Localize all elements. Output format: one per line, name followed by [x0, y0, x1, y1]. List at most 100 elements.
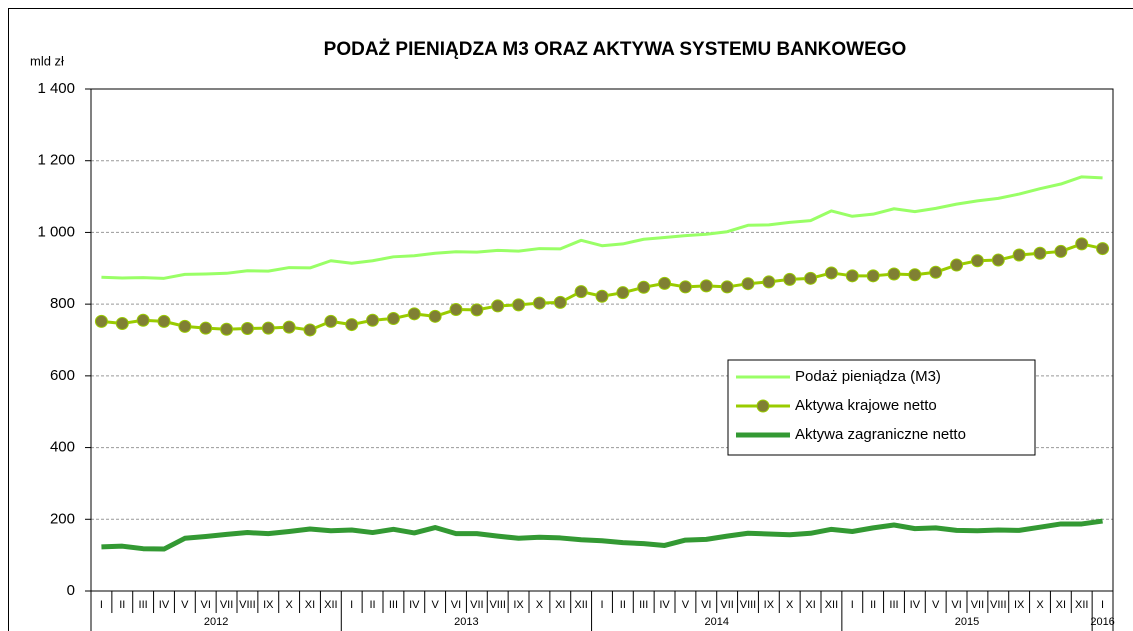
x-tick-label: VII: [470, 599, 483, 611]
x-tick-label: VI: [451, 599, 461, 611]
x-tick-label: IX: [1014, 599, 1025, 611]
series-line: [101, 175, 1103, 280]
series-marker: [366, 313, 380, 327]
series-marker: [991, 253, 1005, 267]
x-tick-label: V: [181, 599, 189, 611]
legend-label: Podaż pieniądza (M3): [795, 368, 941, 385]
x-tick-label: XII: [574, 599, 587, 611]
legend-label: Aktywa krajowe netto: [795, 397, 937, 414]
series-marker: [1012, 248, 1026, 262]
y-tick-label: 200: [50, 510, 75, 527]
x-tick-label: VIII: [239, 599, 256, 611]
series-marker: [762, 275, 776, 289]
chart-border: [8, 8, 1133, 631]
series-marker: [261, 321, 275, 335]
series-marker: [512, 298, 526, 312]
series-marker: [324, 314, 338, 328]
legend-label: Aktywa zagraniczne netto: [795, 426, 966, 443]
series-marker: [658, 276, 672, 290]
series-marker: [491, 299, 505, 313]
series-marker: [950, 258, 964, 272]
series-marker: [428, 309, 442, 323]
x-tick-label: III: [389, 599, 398, 611]
series-marker: [1075, 237, 1089, 251]
series-marker: [94, 314, 108, 328]
x-tick-label: IV: [409, 599, 420, 611]
x-tick-label: VII: [220, 599, 233, 611]
x-tick-label: VII: [720, 599, 733, 611]
x-tick-label: V: [932, 599, 940, 611]
x-tick-label: IV: [659, 599, 670, 611]
x-tick-label: X: [1036, 599, 1044, 611]
x-tick-label: IX: [764, 599, 775, 611]
series-marker: [908, 268, 922, 282]
series-marker: [178, 319, 192, 333]
y-tick-label: 1 400: [37, 80, 75, 97]
series-marker: [1054, 244, 1068, 258]
x-tick-label: XI: [305, 599, 315, 611]
chart-title: PODAŻ PIENIĄDZA M3 ORAZ AKTYWA SYSTEMU B…: [324, 39, 907, 60]
series-line: [101, 518, 1103, 552]
series-marker: [553, 295, 567, 309]
series-marker: [303, 323, 317, 337]
x-tick-label: IX: [263, 599, 274, 611]
x-tick-label: III: [889, 599, 898, 611]
x-tick-label: VIII: [990, 599, 1007, 611]
series-marker: [136, 313, 150, 327]
series-marker: [240, 322, 254, 336]
series-marker: [595, 289, 609, 303]
x-tick-label: IV: [910, 599, 921, 611]
series-marker: [887, 267, 901, 281]
year-label: 2016: [1090, 616, 1114, 628]
series-marker: [345, 318, 359, 332]
x-tick-label: I: [100, 599, 103, 611]
series-marker: [678, 280, 692, 294]
x-tick-label: V: [431, 599, 439, 611]
series-marker: [845, 269, 859, 283]
x-tick-label: VI: [201, 599, 211, 611]
series-marker: [699, 279, 713, 293]
legend-marker: [756, 399, 770, 413]
x-tick-label: XI: [1056, 599, 1066, 611]
x-tick-label: X: [536, 599, 544, 611]
x-tick-label: III: [639, 599, 648, 611]
x-tick-label: XI: [555, 599, 565, 611]
year-label: 2014: [704, 616, 728, 628]
x-tick-label: II: [370, 599, 376, 611]
series-marker: [929, 265, 943, 279]
x-tick-label: X: [786, 599, 794, 611]
x-tick-label: VI: [951, 599, 961, 611]
series-marker: [282, 320, 296, 334]
x-tick-label: VII: [971, 599, 984, 611]
x-tick-label: V: [682, 599, 690, 611]
series-marker: [970, 254, 984, 268]
x-tick-label: VIII: [740, 599, 757, 611]
x-tick-label: I: [350, 599, 353, 611]
series-marker: [199, 321, 213, 335]
y-axis-label: mld zł: [30, 53, 64, 68]
x-tick-label: II: [620, 599, 626, 611]
series-marker: [783, 272, 797, 286]
y-tick-label: 0: [67, 582, 75, 599]
series-marker: [616, 286, 630, 300]
series-marker: [720, 280, 734, 294]
series-marker: [1096, 242, 1110, 256]
series-marker: [386, 311, 400, 325]
series-marker: [115, 317, 129, 331]
series-marker: [532, 296, 546, 310]
series-marker: [470, 303, 484, 317]
x-tick-label: XII: [1075, 599, 1088, 611]
year-label: 2013: [454, 616, 478, 628]
x-tick-label: VI: [701, 599, 711, 611]
y-tick-label: 1 200: [37, 152, 75, 169]
x-tick-label: I: [1101, 599, 1104, 611]
year-label: 2012: [204, 616, 228, 628]
year-label: 2015: [955, 616, 979, 628]
x-tick-label: IV: [159, 599, 170, 611]
series-marker: [407, 307, 421, 321]
series-marker: [220, 322, 234, 336]
x-tick-label: XI: [805, 599, 815, 611]
series-marker: [637, 280, 651, 294]
x-tick-label: I: [851, 599, 854, 611]
